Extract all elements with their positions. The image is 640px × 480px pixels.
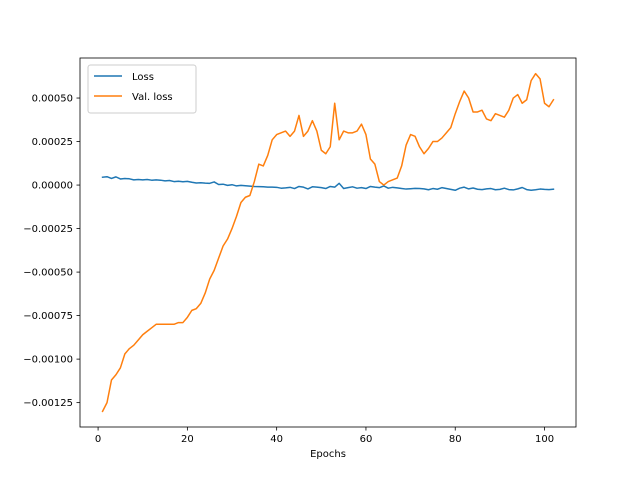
- y-tick-label: −0.00075: [23, 311, 73, 322]
- x-tick-label: 40: [270, 434, 283, 445]
- x-tick-label: 80: [449, 434, 462, 445]
- y-tick-label: −0.00025: [23, 224, 73, 235]
- x-axis-label: Epochs: [310, 449, 346, 460]
- y-tick-label: 0.00025: [32, 137, 73, 148]
- series-line-loss: [101, 175, 555, 192]
- y-tick-label: 0.00000: [32, 181, 73, 192]
- y-tick-label: −0.00050: [23, 268, 73, 279]
- legend-label: Loss: [132, 72, 154, 83]
- legend-label: Val. loss: [132, 92, 173, 103]
- y-tick-label: −0.00125: [23, 398, 73, 409]
- legend: Loss Val. loss: [87, 64, 197, 114]
- series-layer: [101, 72, 555, 413]
- y-tick-label: −0.00100: [23, 355, 73, 366]
- x-tick-label: 0: [95, 434, 101, 445]
- axes-layer: 0 20 40 60 80 100 −0.00125 −0.00100 −0.00075 −0.0…: [23, 57, 577, 445]
- legend-box: [87, 64, 197, 114]
- y-tick-label: 0.00050: [32, 94, 73, 105]
- x-tick-label: 100: [535, 434, 554, 445]
- x-tick-label: 60: [360, 434, 373, 445]
- series-line-val-loss: [101, 72, 555, 413]
- axes-frame: [79, 57, 577, 428]
- x-tick-label: 20: [181, 434, 194, 445]
